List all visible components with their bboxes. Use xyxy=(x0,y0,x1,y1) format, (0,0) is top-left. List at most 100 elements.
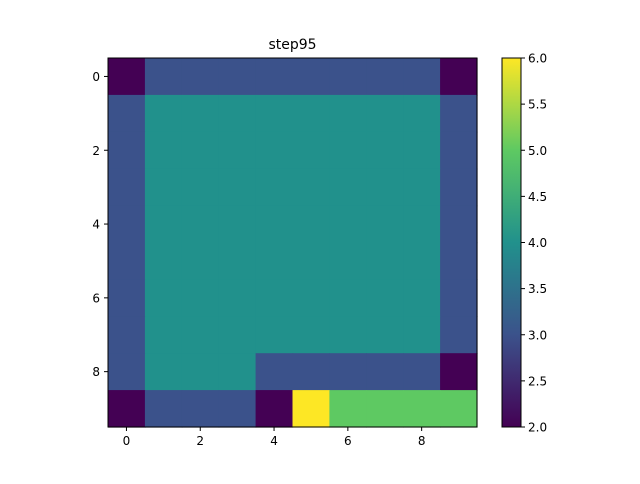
heatmap-cell xyxy=(255,242,294,280)
heatmap-cell xyxy=(366,131,404,170)
colorbar-tick-label: 3.0 xyxy=(528,328,547,342)
plot-frame xyxy=(107,57,478,428)
heatmap-cell xyxy=(181,242,220,280)
heatmap-cell xyxy=(403,316,441,354)
heatmap-cell xyxy=(366,242,404,280)
heatmap-cell xyxy=(403,353,441,391)
heatmap-cell xyxy=(108,390,146,428)
heatmap-cell xyxy=(181,353,220,391)
heatmap-cell xyxy=(403,131,441,170)
y-tick-label: 2 xyxy=(92,144,100,158)
heatmap-cell xyxy=(366,390,404,428)
heatmap-cell xyxy=(144,58,183,96)
heatmap-cell xyxy=(218,131,257,170)
heatmap-cell xyxy=(218,316,257,354)
heatmap-cell xyxy=(144,353,183,391)
y-tick-label: 0 xyxy=(92,70,100,84)
colorbar-tick-label: 3.5 xyxy=(528,282,547,296)
heatmap-cell xyxy=(366,205,404,244)
x-tick-label: 6 xyxy=(344,434,352,448)
heatmap-cell xyxy=(329,279,367,317)
colorbar-tick-label: 5.5 xyxy=(528,98,547,112)
x-tick-label: 2 xyxy=(196,434,204,448)
heatmap-cell xyxy=(292,279,330,317)
heatmap-cell xyxy=(144,131,183,170)
heatmap-cell xyxy=(218,279,257,317)
heatmap-cells xyxy=(108,58,478,428)
heatmap-cell xyxy=(255,390,294,428)
heatmap-cell xyxy=(292,205,330,244)
heatmap-cell xyxy=(403,94,441,133)
chart-title: step95 xyxy=(268,37,316,53)
heatmap-cell xyxy=(218,353,257,391)
y-tick-label: 4 xyxy=(92,218,100,232)
heatmap-cell xyxy=(366,279,404,317)
heatmap-cell xyxy=(108,131,146,170)
heatmap-cell xyxy=(108,353,146,391)
heatmap-cell xyxy=(366,168,404,207)
heatmap-cell xyxy=(440,168,478,207)
heatmap-cell xyxy=(108,168,146,207)
heatmap-cell xyxy=(108,279,146,317)
heatmap-cell xyxy=(144,316,183,354)
heatmap-cell xyxy=(440,131,478,170)
colorbar-tick-label: 4.0 xyxy=(528,236,547,250)
heatmap-cell xyxy=(329,316,367,354)
heatmap-cell xyxy=(218,390,257,428)
heatmap-cell xyxy=(366,353,404,391)
heatmap-cell xyxy=(329,131,367,170)
heatmap-cell xyxy=(144,242,183,280)
heatmap-cell xyxy=(403,390,441,428)
heatmap-cell xyxy=(255,279,294,317)
heatmap-cell xyxy=(181,58,220,96)
heatmap-cell xyxy=(440,390,478,428)
colorbar-tick-label: 2.5 xyxy=(528,374,547,388)
heatmap-cell xyxy=(255,58,294,96)
heatmap-cell xyxy=(255,168,294,207)
heatmap-cell xyxy=(292,58,330,96)
heatmap-cell xyxy=(218,94,257,133)
heatmap-cell xyxy=(440,94,478,133)
x-axis: 0 2 4 6 8 xyxy=(123,427,426,448)
heatmap-cell xyxy=(440,353,478,391)
heatmap-cell xyxy=(108,242,146,280)
heatmap-cell xyxy=(329,353,367,391)
heatmap-cell xyxy=(218,205,257,244)
heatmap-cell xyxy=(218,242,257,280)
heatmap-cell xyxy=(108,94,146,133)
heatmap-cell xyxy=(403,279,441,317)
heatmap-cell xyxy=(403,205,441,244)
heatmap-cell xyxy=(181,131,220,170)
heatmap-cell xyxy=(108,58,146,96)
heatmap-cell xyxy=(292,131,330,170)
heatmap-cell xyxy=(255,94,294,133)
heatmap-cell xyxy=(144,94,183,133)
heatmap-cell xyxy=(181,94,220,133)
x-tick-label: 0 xyxy=(123,434,131,448)
heatmap-cell xyxy=(292,242,330,280)
heatmap-cell xyxy=(403,242,441,280)
heatmap-cell xyxy=(108,316,146,354)
colorbar-tick-label: 4.5 xyxy=(528,190,547,204)
heatmap-cell xyxy=(181,316,220,354)
y-tick-label: 6 xyxy=(92,291,100,305)
heatmap-cell xyxy=(440,242,478,280)
heatmap-cell xyxy=(440,205,478,244)
heatmap-cell xyxy=(366,58,404,96)
y-axis: 0 2 4 6 8 xyxy=(92,70,108,379)
heatmap-cell xyxy=(144,279,183,317)
heatmap-cell xyxy=(144,168,183,207)
heatmap-cell xyxy=(181,205,220,244)
colorbar-tick-label: 6.0 xyxy=(528,52,547,66)
x-tick-label: 8 xyxy=(418,434,426,448)
heatmap-cell xyxy=(292,94,330,133)
heatmap-cell xyxy=(329,168,367,207)
x-tick-label: 4 xyxy=(270,434,278,448)
heatmap-cell xyxy=(255,316,294,354)
heatmap-cell xyxy=(218,58,257,96)
heatmap-cell xyxy=(403,58,441,96)
heatmap-cell xyxy=(255,131,294,170)
heatmap-cell xyxy=(329,242,367,280)
